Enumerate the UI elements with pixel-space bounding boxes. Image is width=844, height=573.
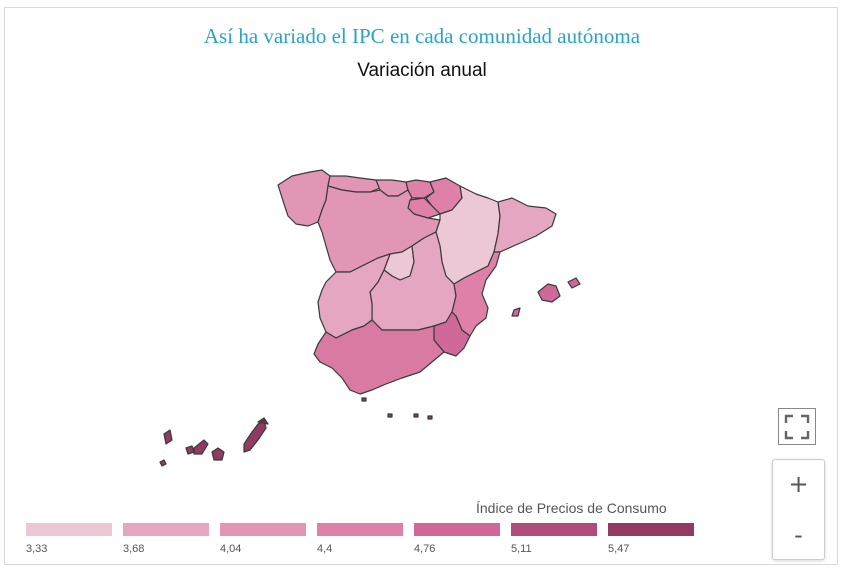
map-frame — [4, 7, 838, 565]
region-ceuta-melilla — [361, 397, 433, 420]
legend-label: 5,47 — [608, 543, 630, 555]
legend-swatch — [414, 523, 500, 536]
region-valencia[interactable] — [451, 251, 501, 337]
region-andalucia[interactable] — [313, 319, 445, 395]
legend-label: 3,33 — [26, 543, 48, 555]
legend-label: 3,68 — [123, 543, 145, 555]
legend-label: 5,11 — [511, 543, 532, 555]
legend-swatch — [511, 523, 597, 536]
legend-swatch — [608, 523, 694, 536]
legend-class-3: 4,04 — [220, 523, 306, 555]
zoom-in-button[interactable]: + — [788, 470, 809, 498]
legend-swatch — [220, 523, 306, 536]
zoom-controls: + - — [772, 459, 825, 560]
legend-label: 4,4 — [317, 543, 333, 555]
legend-class-2: 3,68 — [123, 523, 209, 555]
legend-swatch — [317, 523, 403, 536]
legend-class-1: 3,33 — [26, 523, 112, 555]
legend-label: 4,76 — [414, 543, 436, 555]
legend-swatch — [123, 523, 209, 536]
region-canarias[interactable] — [159, 417, 269, 467]
legend-class-7: 5,47 — [608, 523, 694, 555]
legend-class-6: 5,11 — [511, 523, 597, 555]
zoom-out-button[interactable]: - — [794, 521, 803, 549]
legend-class-5: 4,76 — [414, 523, 500, 555]
map-title: Así ha variado el IPC en cada comunidad … — [203, 24, 641, 48]
fullscreen-icon — [784, 414, 810, 439]
region-cataluna[interactable] — [493, 197, 557, 253]
fullscreen-button[interactable] — [778, 408, 816, 445]
legend-title: Índice de Precios de Consumo — [476, 500, 667, 516]
map-subtitle: Variación anual — [357, 60, 487, 81]
legend-swatch — [26, 523, 112, 536]
legend-class-4: 4,4 — [317, 523, 403, 555]
region-baleares[interactable] — [511, 277, 581, 317]
legend-label: 4,04 — [220, 543, 242, 555]
